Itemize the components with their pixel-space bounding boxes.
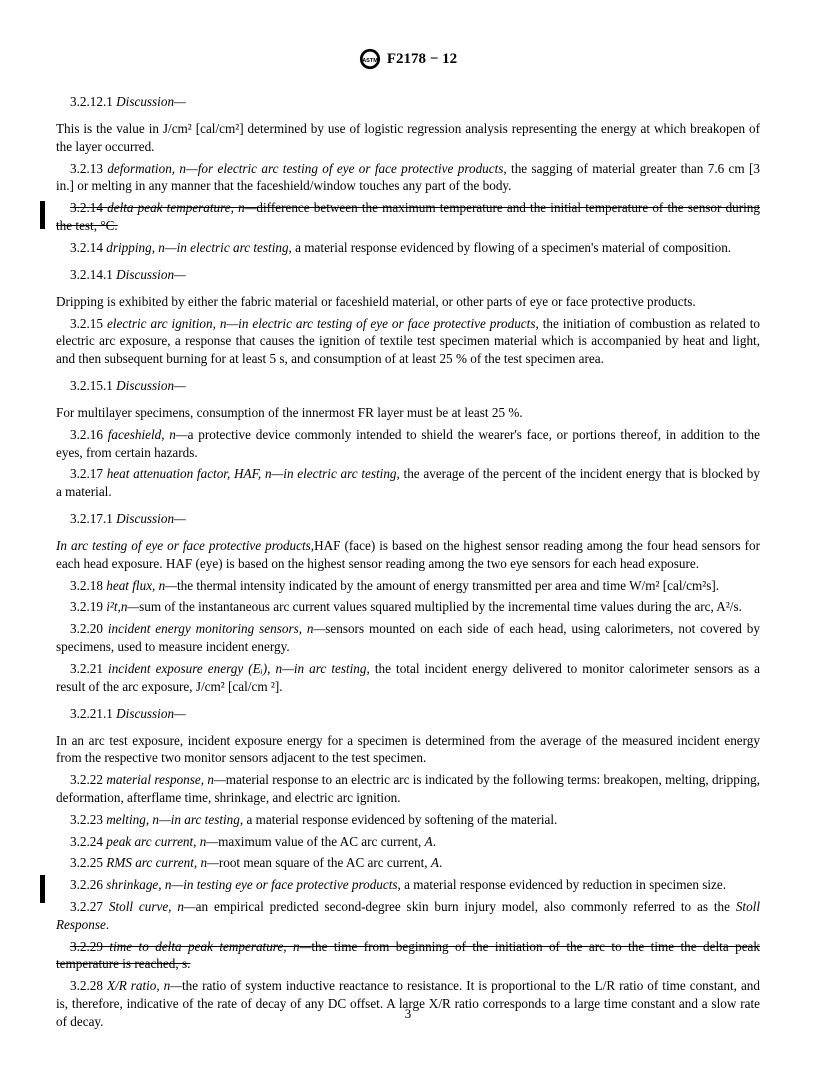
discussion-heading-3-2-17-1: 3.2.17.1 Discussion— bbox=[56, 511, 760, 527]
document-header: ASTM F2178 − 12 bbox=[56, 48, 760, 70]
term: incident energy monitoring sensors, n— bbox=[108, 621, 325, 636]
definition-tail: A bbox=[425, 834, 433, 849]
section-number: 3.2.26 bbox=[70, 877, 103, 892]
definition-body: the thermal intensity indicated by the a… bbox=[177, 578, 719, 593]
discussion-label: Discussion— bbox=[116, 378, 186, 393]
definition-3-2-19: 3.2.19 i²t,n—sum of the instantaneous ar… bbox=[56, 598, 760, 616]
section-number: 3.2.29 bbox=[70, 939, 103, 954]
discussion-heading-3-2-21-1: 3.2.21.1 Discussion— bbox=[56, 706, 760, 722]
term: peak arc current, n— bbox=[106, 834, 218, 849]
discussion-label: Discussion— bbox=[116, 267, 186, 282]
period: . bbox=[106, 917, 109, 932]
definition-3-2-21: 3.2.21 incident exposure energy (Eᵢ), n—… bbox=[56, 660, 760, 696]
change-bar bbox=[40, 201, 45, 229]
section-number: 3.2.27 bbox=[70, 899, 103, 914]
svg-text:ASTM: ASTM bbox=[362, 58, 378, 64]
term: Stoll curve, n— bbox=[109, 899, 196, 914]
term: RMS arc current, n— bbox=[106, 855, 219, 870]
definition-body: root mean square of the AC arc current, bbox=[219, 855, 431, 870]
discussion-heading-3-2-12-1: 3.2.12.1 Discussion— bbox=[56, 94, 760, 110]
term: deformation, n—for electric arc testing … bbox=[107, 161, 503, 176]
term: i²t,n— bbox=[106, 599, 139, 614]
definition-3-2-23: 3.2.23 melting, n—in arc testing, a mate… bbox=[56, 811, 760, 829]
astm-logo-icon: ASTM bbox=[359, 48, 381, 70]
definition-3-2-18: 3.2.18 heat flux, n—the thermal intensit… bbox=[56, 577, 760, 595]
section-number: 3.2.17.1 bbox=[70, 511, 113, 526]
section-number: 3.2.24 bbox=[70, 834, 103, 849]
definition-tail: A bbox=[431, 855, 439, 870]
discussion-body: For multilayer specimens, consumption of… bbox=[56, 404, 760, 422]
section-number: 3.2.25 bbox=[70, 855, 103, 870]
section-number: 3.2.21 bbox=[70, 661, 103, 676]
definition-3-2-28: 3.2.28 X/R ratio, n—the ratio of system … bbox=[56, 977, 760, 1030]
discussion-label: Discussion— bbox=[116, 94, 186, 109]
document-page: ASTM F2178 − 12 3.2.12.1 Discussion— Thi… bbox=[0, 0, 816, 1075]
section-number: 3.2.28 bbox=[70, 978, 103, 993]
term: faceshield, n— bbox=[108, 427, 188, 442]
section-number: 3.2.19 bbox=[70, 599, 103, 614]
definition-3-2-16: 3.2.16 faceshield, n—a protective device… bbox=[56, 426, 760, 462]
page-number: 3 bbox=[0, 1006, 816, 1022]
definition-body: , a material response evidenced by reduc… bbox=[398, 877, 726, 892]
change-bar bbox=[40, 875, 45, 903]
section-number: 3.2.13 bbox=[70, 161, 103, 176]
definition-3-2-22: 3.2.22 material response, n—material res… bbox=[56, 771, 760, 807]
definition-3-2-25: 3.2.25 RMS arc current, n—root mean squa… bbox=[56, 854, 760, 872]
term: shrinkage, n—in testing eye or face prot… bbox=[106, 877, 397, 892]
discussion-lead-italic: In arc testing of eye or face protective… bbox=[56, 538, 314, 553]
definition-3-2-13: 3.2.13 deformation, n—for electric arc t… bbox=[56, 160, 760, 196]
section-number: 3.2.17 bbox=[70, 466, 103, 481]
definition-body: maximum value of the AC arc current, bbox=[218, 834, 425, 849]
discussion-body: In an arc test exposure, incident exposu… bbox=[56, 732, 760, 768]
definition-3-2-27: 3.2.27 Stoll curve, n—an empirical predi… bbox=[56, 898, 760, 934]
definition-body: , a material response evidenced by softe… bbox=[240, 812, 557, 827]
term: material response, n— bbox=[106, 772, 225, 787]
section-number: 3.2.23 bbox=[70, 812, 103, 827]
period: . bbox=[439, 855, 442, 870]
section-number: 3.2.20 bbox=[70, 621, 103, 636]
section-number: 3.2.15 bbox=[70, 316, 103, 331]
definition-3-2-29-strike: 3.2.29 time to delta peak temperature, n… bbox=[56, 938, 760, 974]
definition-3-2-15: 3.2.15 electric arc ignition, n—in elect… bbox=[56, 315, 760, 368]
term: delta peak temperature, n— bbox=[107, 200, 256, 215]
period: . bbox=[433, 834, 436, 849]
section-number: 3.2.14 bbox=[70, 200, 103, 215]
definition-3-2-14-strike: 3.2.14 delta peak temperature, n—differe… bbox=[56, 199, 760, 235]
term: dripping, n—in electric arc testing bbox=[106, 240, 288, 255]
term: incident exposure energy (Eᵢ), n—in arc … bbox=[108, 661, 366, 676]
section-number: 3.2.21.1 bbox=[70, 706, 113, 721]
discussion-body: Dripping is exhibited by either the fabr… bbox=[56, 293, 760, 311]
term: time to delta peak temperature, n— bbox=[109, 939, 311, 954]
definition-body: an empirical predicted second-degree ski… bbox=[196, 899, 736, 914]
definition-body: , a material response evidenced by flowi… bbox=[289, 240, 732, 255]
section-number: 3.2.16 bbox=[70, 427, 103, 442]
definition-3-2-24: 3.2.24 peak arc current, n—maximum value… bbox=[56, 833, 760, 851]
section-number: 3.2.18 bbox=[70, 578, 103, 593]
discussion-label: Discussion— bbox=[116, 706, 186, 721]
section-number: 3.2.22 bbox=[70, 772, 103, 787]
section-number: 3.2.15.1 bbox=[70, 378, 113, 393]
discussion-heading-3-2-14-1: 3.2.14.1 Discussion— bbox=[56, 267, 760, 283]
definition-body: sum of the instantaneous arc current val… bbox=[139, 599, 742, 614]
section-number: 3.2.14.1 bbox=[70, 267, 113, 282]
definition-3-2-14: 3.2.14 dripping, n—in electric arc testi… bbox=[56, 239, 760, 257]
definition-3-2-20: 3.2.20 incident energy monitoring sensor… bbox=[56, 620, 760, 656]
discussion-body: In arc testing of eye or face protective… bbox=[56, 537, 760, 573]
definition-3-2-26: 3.2.26 shrinkage, n—in testing eye or fa… bbox=[56, 876, 760, 894]
term: melting, n—in arc testing bbox=[106, 812, 240, 827]
discussion-label: Discussion— bbox=[116, 511, 186, 526]
discussion-heading-3-2-15-1: 3.2.15.1 Discussion— bbox=[56, 378, 760, 394]
term: electric arc ignition, n—in electric arc… bbox=[107, 316, 536, 331]
section-number: 3.2.14 bbox=[70, 240, 103, 255]
term: heat attenuation factor, HAF, n—in elect… bbox=[107, 466, 397, 481]
term: X/R ratio, n— bbox=[107, 978, 182, 993]
section-number: 3.2.12.1 bbox=[70, 94, 113, 109]
term: heat flux, n— bbox=[106, 578, 177, 593]
standard-designation: F2178 − 12 bbox=[387, 51, 457, 68]
definition-3-2-17: 3.2.17 heat attenuation factor, HAF, n—i… bbox=[56, 465, 760, 501]
discussion-body: This is the value in J/cm² [cal/cm²] det… bbox=[56, 120, 760, 156]
